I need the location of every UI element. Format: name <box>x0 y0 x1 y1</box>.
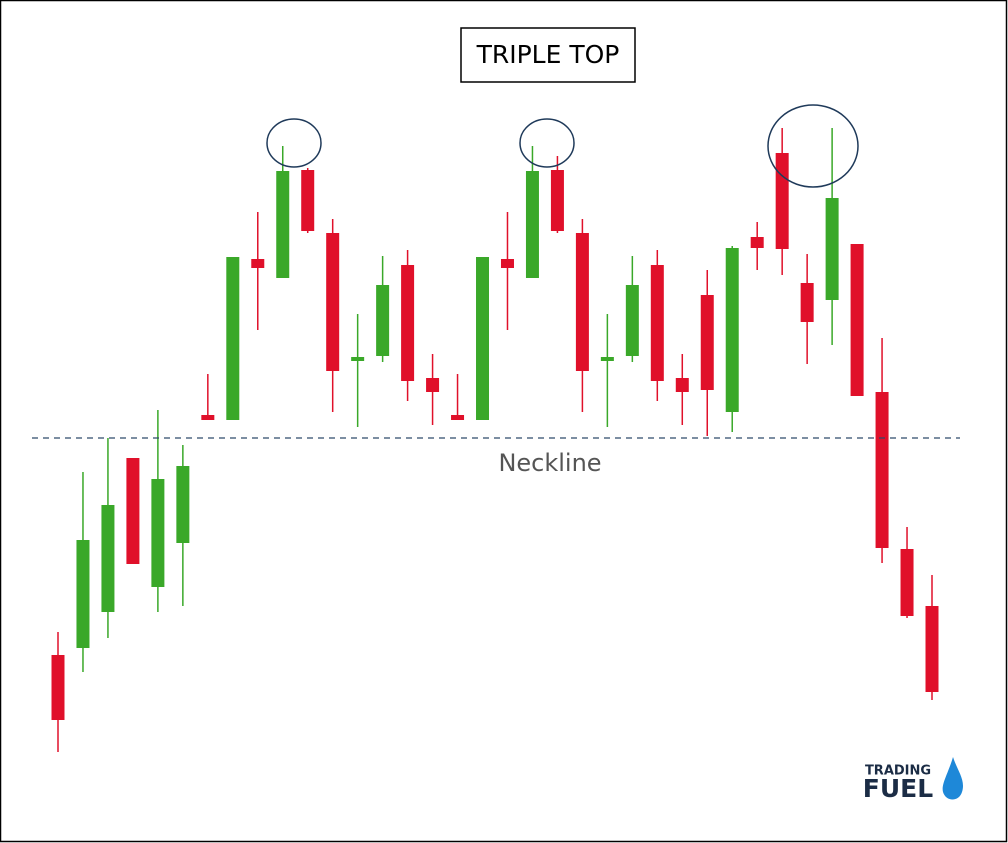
candle-body <box>575 233 589 371</box>
candle-body <box>101 505 115 612</box>
candle-body <box>126 458 140 564</box>
candle-body <box>625 285 639 356</box>
candle-body <box>900 549 914 616</box>
candle-body <box>600 357 614 361</box>
candle-body <box>825 198 839 300</box>
logo: TRADING FUEL <box>863 757 964 803</box>
candle-body <box>650 265 664 381</box>
candle-body <box>251 259 265 268</box>
candles <box>51 128 939 752</box>
candle-body <box>201 415 215 420</box>
candle-body <box>426 378 440 392</box>
candle-body <box>476 257 490 420</box>
candle-body <box>750 237 764 248</box>
neckline-label: Neckline <box>498 449 601 477</box>
candle-body <box>675 378 689 392</box>
candle-body <box>351 357 365 361</box>
candle-body <box>525 171 539 278</box>
candle-body <box>301 170 315 231</box>
candle-body <box>875 392 889 548</box>
candle-body <box>725 248 739 412</box>
logo-text: TRADING <box>865 764 931 779</box>
candle-body <box>176 466 190 543</box>
candle-body <box>76 540 90 648</box>
peak-circle <box>519 118 575 168</box>
candle-body <box>700 295 714 390</box>
candle-body <box>850 244 864 396</box>
peak-circle <box>266 118 322 168</box>
candle-body <box>226 257 240 420</box>
logo-drop <box>942 757 964 800</box>
peak-circle <box>767 104 859 188</box>
candle-body <box>276 171 290 278</box>
candle-body <box>326 233 340 371</box>
candle-body <box>550 170 564 231</box>
candle-body <box>500 259 514 268</box>
candle-body <box>376 285 390 356</box>
candle-body <box>401 265 415 381</box>
candle-body <box>800 283 814 322</box>
candle-body <box>925 606 939 692</box>
candle-body <box>451 415 465 420</box>
candle-body <box>151 479 165 587</box>
candle-body <box>775 153 789 249</box>
logo-text: FUEL <box>863 774 933 803</box>
candle-body <box>51 655 65 720</box>
chart-title: TRIPLE TOP <box>476 40 620 69</box>
title-box <box>460 27 636 83</box>
